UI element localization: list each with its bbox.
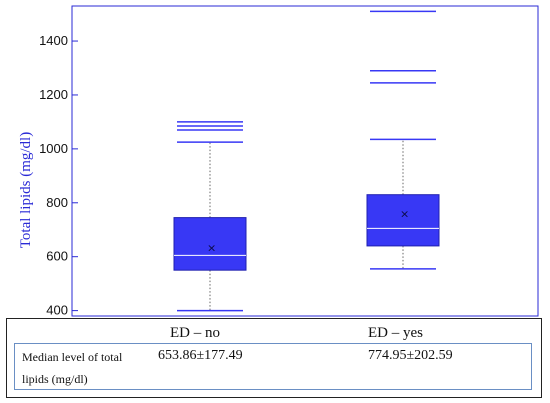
- y-tick-label: 1000: [39, 141, 68, 156]
- median-value-ed-no: 653.86±177.49: [158, 348, 243, 363]
- y-axis: 400 600 800 1000 1200 1400: [39, 33, 78, 318]
- y-tick-label: 800: [46, 195, 68, 210]
- median-row-box: [14, 343, 532, 390]
- mean-marker-ed-no: ×: [207, 241, 216, 254]
- y-tick-label: 1400: [39, 33, 68, 48]
- plot-frame: [71, 5, 539, 317]
- box-plot-chart: 400 600 800 1000 1200 1400 Total lipids (mg/d…: [18, 5, 539, 318]
- category-label-ed-no: ED – no: [170, 325, 220, 341]
- row-label-line1: Median level of total: [22, 350, 123, 364]
- y-axis-label: Total lipids (mg/dl): [18, 132, 34, 248]
- y-tick-label: 400: [46, 303, 68, 318]
- box-ed-no: [173, 217, 247, 271]
- median-value-ed-yes: 774.95±202.59: [368, 348, 453, 363]
- summary-table: [6, 318, 542, 398]
- y-tick-label: 1200: [39, 87, 68, 102]
- mean-marker-ed-yes: ×: [400, 208, 409, 221]
- box-ed-yes: [366, 194, 440, 247]
- y-tick-label: 600: [46, 249, 68, 264]
- boxes: ××: [173, 10, 440, 312]
- row-label-line2: lipids (mg/dl): [22, 372, 88, 386]
- category-label-ed-yes: ED – yes: [368, 325, 423, 341]
